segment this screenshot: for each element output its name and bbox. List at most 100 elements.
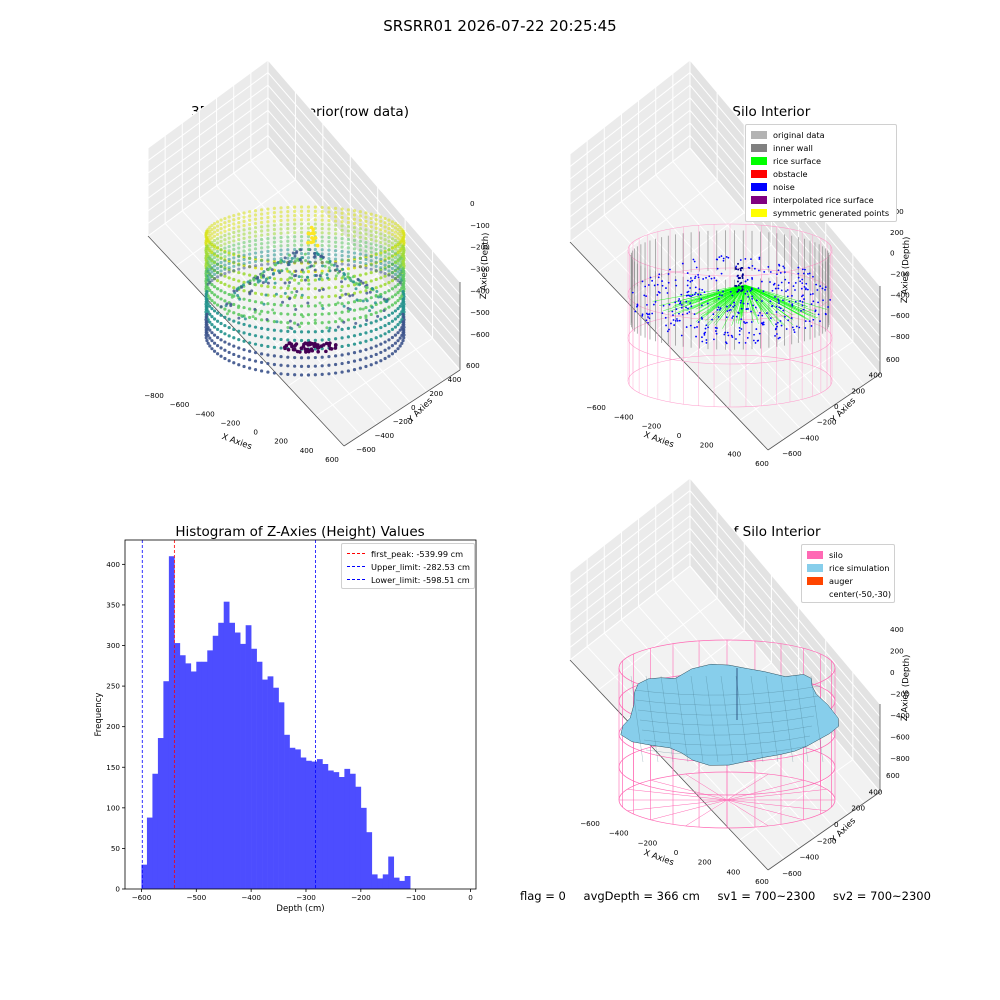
data-point (311, 228, 315, 232)
data-point (232, 320, 235, 323)
data-point (293, 339, 296, 342)
data-point (240, 314, 243, 317)
data-point (266, 285, 269, 288)
data-point (364, 365, 367, 368)
data-point (248, 210, 251, 213)
data-point (232, 265, 235, 268)
data-point (321, 338, 324, 341)
data-point (237, 230, 240, 233)
noise-point (805, 283, 807, 285)
data-point (394, 342, 397, 345)
noise-point (787, 319, 789, 321)
noise-point (667, 330, 669, 332)
data-point (343, 273, 346, 276)
data-point (359, 350, 362, 353)
data-point (359, 252, 362, 255)
data-point (286, 373, 289, 376)
data-point (205, 305, 208, 308)
data-point (307, 356, 310, 359)
data-point (242, 254, 245, 257)
data-point (400, 334, 403, 337)
data-point (387, 248, 390, 251)
data-point (401, 339, 404, 342)
data-point (353, 222, 356, 225)
data-point (237, 330, 240, 333)
data-point (379, 215, 382, 218)
data-point (254, 239, 257, 242)
noise-point (753, 340, 755, 342)
data-point (379, 285, 382, 288)
data-point (248, 244, 251, 247)
noise-point (745, 308, 747, 310)
noise-point (717, 290, 719, 292)
data-point (340, 250, 343, 253)
noise-point (695, 292, 697, 294)
noise-point (644, 286, 646, 288)
data-point (210, 258, 213, 261)
noise-point (673, 319, 675, 321)
data-point (266, 212, 269, 215)
data-point (359, 223, 362, 226)
noise-point (741, 328, 743, 330)
data-point (284, 281, 287, 284)
data-point (343, 305, 346, 308)
raw-3d-plot: −800−600−400−2000200400600−600−400−20002… (144, 60, 491, 464)
data-point (254, 243, 257, 246)
data-point (391, 258, 394, 261)
noise-point (745, 293, 747, 295)
noise-point (733, 302, 735, 304)
data-point (396, 347, 399, 350)
data-point (324, 265, 327, 268)
data-point (370, 259, 373, 262)
data-point (370, 225, 373, 228)
data-point (340, 233, 343, 236)
data-point (394, 309, 397, 312)
y-tick-label: 600 (886, 355, 900, 364)
y-tick-label: −600 (356, 445, 376, 454)
data-point (216, 220, 219, 223)
data-point (242, 281, 245, 284)
data-point (383, 230, 386, 233)
data-point (290, 260, 293, 263)
data-point (364, 262, 367, 265)
data-point (300, 239, 303, 242)
data-point (353, 226, 356, 229)
noise-point (680, 301, 682, 303)
noise-point (747, 279, 749, 281)
data-point (334, 311, 337, 314)
z-tick-label: −800 (890, 754, 910, 763)
data-point (237, 221, 240, 224)
data-point (334, 245, 337, 248)
data-point (375, 235, 378, 238)
data-point (347, 318, 350, 321)
data-point (353, 300, 356, 303)
data-point (359, 274, 362, 277)
data-point (391, 246, 394, 249)
data-point (327, 210, 330, 213)
data-point (242, 262, 245, 265)
data-point (391, 250, 394, 253)
data-point (236, 288, 239, 291)
data-point (314, 356, 317, 359)
data-point (353, 360, 356, 363)
data-point (248, 231, 251, 234)
data-point (260, 293, 263, 296)
data-point (327, 206, 330, 209)
data-point (228, 232, 231, 235)
data-point (286, 210, 289, 213)
data-point (394, 301, 397, 304)
noise-point (812, 319, 814, 321)
noise-point (737, 281, 739, 283)
data-point (205, 336, 208, 339)
data-point (321, 295, 324, 298)
histogram-bar (366, 832, 372, 889)
data-point (271, 308, 274, 311)
data-point (379, 270, 382, 273)
data-point (359, 265, 362, 268)
data-point (300, 214, 303, 217)
noise-point (646, 304, 648, 306)
data-point (288, 271, 291, 274)
data-point (248, 265, 251, 268)
avg-depth-readout: avgDepth = 366 cm (584, 889, 700, 903)
data-point (307, 283, 310, 286)
